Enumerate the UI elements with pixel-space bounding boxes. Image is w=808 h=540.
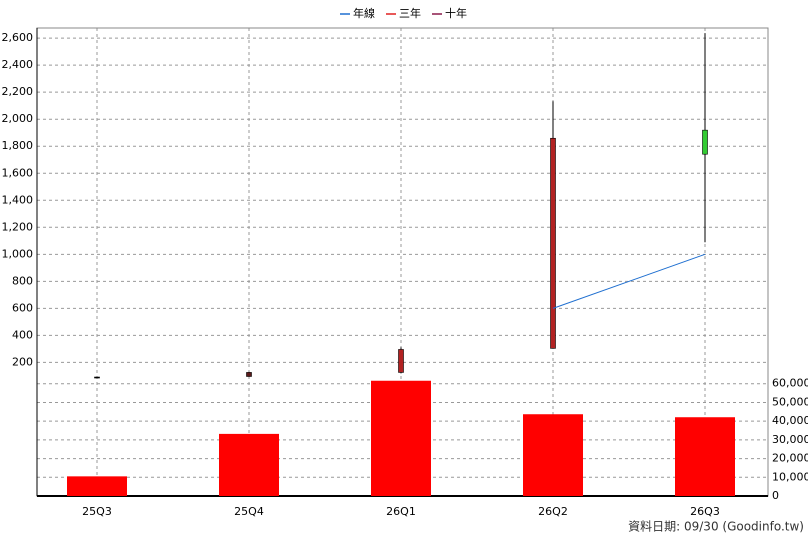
candle-body [398,349,404,373]
y-tick-label: 200 [12,355,33,368]
legend-label: 三年 [399,6,421,20]
bar [67,476,127,496]
y-tick-label: 2,400 [2,58,34,71]
y2-tick-label: 40,000 [772,414,808,427]
bar [675,417,735,496]
y-tick-label: 2,000 [2,112,34,125]
y2-tick-label: 10,000 [772,470,808,483]
y2-tick-label: 30,000 [772,433,808,446]
y-tick-label: 1,200 [2,220,34,233]
y2-tick-label: 0 [772,489,779,502]
y-tick-label: 400 [12,328,33,341]
legend-label: 年線 [353,6,375,20]
line-series [552,253,706,309]
y-tick-label: 600 [12,301,33,314]
y-tick-label: 800 [12,274,33,287]
x-tick-label: 26Q3 [690,505,720,518]
y-tick-label: 1,800 [2,139,34,152]
x-tick-label: 26Q2 [538,505,568,518]
candle-body [246,372,252,377]
x-tick-label: 25Q3 [82,505,112,518]
bar [523,414,583,496]
x-tick-label: 25Q4 [234,505,264,518]
candle-body [94,376,100,379]
y2-tick-label: 50,000 [772,395,808,408]
bar [371,380,431,496]
y2-tick-label: 60,000 [772,377,808,390]
y-tick-label: 1,600 [2,166,34,179]
legend-label: 十年 [445,6,467,20]
y-tick-label: 2,600 [2,31,34,44]
bar [219,433,279,496]
candle-body [550,137,556,349]
y-tick-label: 2,200 [2,85,34,98]
y2-tick-label: 20,000 [772,452,808,465]
x-tick-label: 26Q1 [386,505,416,518]
candle-body [702,129,708,155]
y-tick-label: 1,000 [2,247,34,260]
footnote: 資料日期: 09/30 (Goodinfo.tw) [628,520,804,534]
y-tick-label: 1,400 [2,193,34,206]
